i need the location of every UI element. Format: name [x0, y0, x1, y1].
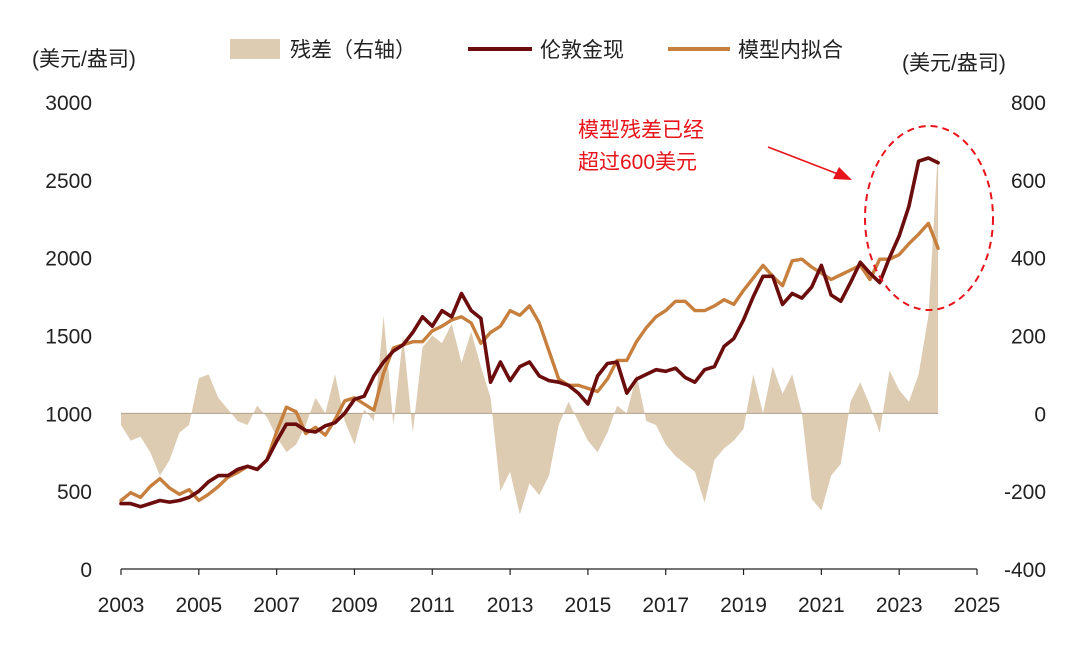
- gold-price-line: [119, 156, 940, 509]
- x-tick-label: 2003: [98, 594, 145, 617]
- x-tick-label: 2023: [876, 594, 923, 617]
- right-y-tick-label: 400: [1011, 248, 1046, 271]
- right-y-axis-ticks: -400 -200 0 200 400 600 800: [1004, 92, 1046, 582]
- legend-label-residual: 残差（右轴）: [290, 39, 416, 62]
- left-y-tick-label: 2000: [45, 248, 92, 271]
- legend-swatch-residual: [230, 39, 280, 59]
- left-y-tick-label: 0: [80, 559, 92, 582]
- annotation-arrow-head: [833, 167, 852, 180]
- annotation-line-1: 模型残差已经: [578, 119, 704, 142]
- x-tick-label: 2015: [565, 594, 612, 617]
- right-y-tick-label: 200: [1011, 326, 1046, 349]
- left-y-tick-label: 2500: [45, 170, 92, 193]
- x-tick-label: 2019: [720, 594, 767, 617]
- legend-label-model: 模型内拟合: [738, 39, 843, 62]
- x-tick-label: 2009: [331, 594, 378, 617]
- residual-area: [121, 148, 939, 515]
- x-tick-label: 2025: [954, 594, 1001, 617]
- left-y-axis-label: (美元/盎司): [32, 48, 136, 71]
- right-y-tick-label: -400: [1004, 559, 1046, 582]
- x-tick-label: 2011: [410, 594, 455, 617]
- right-y-tick-label: 0: [1034, 403, 1046, 426]
- series-lines-layer: [119, 156, 940, 509]
- right-y-tick-label: -200: [1004, 481, 1046, 504]
- left-y-tick-label: 1000: [45, 403, 92, 426]
- annotation: 模型残差已经 超过600美元: [578, 119, 994, 311]
- annotation-line-2: 超过600美元: [578, 151, 697, 174]
- highlight-ellipse: [864, 125, 994, 311]
- legend: 残差（右轴） 伦敦金现 模型内拟合: [230, 39, 843, 62]
- x-tick-label: 2013: [487, 594, 534, 617]
- left-y-tick-label: 3000: [45, 92, 92, 115]
- x-tick-label: 2005: [175, 594, 222, 617]
- legend-label-gold: 伦敦金现: [540, 39, 624, 62]
- x-axis-ticks: 2003 2005 2007 2009 2011 2013 2015 2017 2019 2021…: [98, 569, 1001, 617]
- residual-area-layer: [121, 148, 939, 515]
- x-tick-label: 2017: [642, 594, 689, 617]
- annotation-arrow-line: [767, 146, 839, 175]
- left-y-axis-ticks: 0 500 1000 1500 2000 2500 3000: [45, 92, 92, 582]
- left-y-tick-label: 1500: [45, 326, 92, 349]
- x-tick-label: 2007: [253, 594, 300, 617]
- right-y-tick-label: 600: [1011, 170, 1046, 193]
- right-y-tick-label: 800: [1011, 92, 1046, 115]
- left-y-tick-label: 500: [57, 481, 92, 504]
- x-tick-label: 2021: [798, 594, 845, 617]
- right-y-axis-label: (美元/盎司): [902, 52, 1006, 75]
